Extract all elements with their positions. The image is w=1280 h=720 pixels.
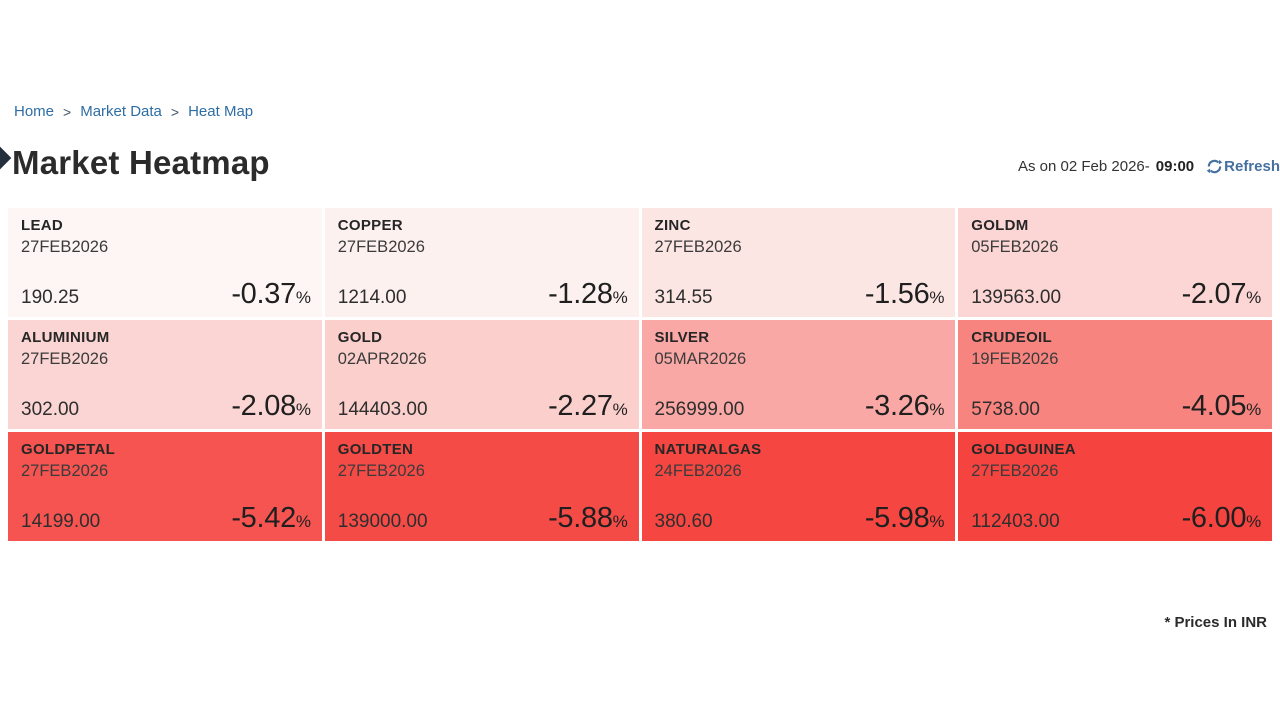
percent-sign: % (1246, 288, 1261, 307)
tile-symbol: ALUMINIUM (21, 329, 110, 346)
percent-sign: % (929, 400, 945, 419)
tile-change: -4.05% (1181, 390, 1262, 422)
tile-price: 190.25 (21, 287, 80, 308)
tile-expiry: 02APR2026 (337, 350, 427, 368)
percent-sign: % (929, 288, 945, 307)
breadcrumb-separator: > (170, 103, 180, 120)
as-on-status: As on 02 Feb 2026- 09:00 Refresh (1018, 158, 1280, 175)
tile-price: 302.00 (21, 399, 80, 420)
tile-zinc[interactable]: ZINC 27FEB2026 314.55 -1.56% (641, 208, 956, 317)
tile-naturalgas[interactable]: NATURALGAS 24FEB2026 380.60 -5.98% (641, 432, 956, 541)
percent-sign: % (1246, 512, 1261, 531)
tile-change: -5.88% (548, 502, 628, 534)
tile-aluminium[interactable]: ALUMINIUM 27FEB2026 302.00 -2.08% (8, 320, 322, 429)
tile-change: -2.08% (231, 390, 311, 422)
tile-symbol: GOLDGUINEA (971, 441, 1076, 458)
tile-symbol: NATURALGAS (654, 441, 762, 458)
breadcrumb-separator: > (63, 103, 72, 120)
percent-sign: % (929, 512, 945, 531)
tile-change: -2.27% (548, 390, 628, 422)
tile-price: 112403.00 (971, 511, 1060, 532)
tile-symbol: GOLDM (971, 217, 1029, 234)
tile-expiry: 27FEB2026 (654, 238, 742, 256)
percent-sign: % (295, 400, 311, 419)
tile-symbol: GOLDPETAL (21, 441, 116, 458)
tile-expiry: 27FEB2026 (21, 462, 109, 480)
breadcrumb-home[interactable]: Home (14, 103, 55, 120)
tile-symbol: ZINC (654, 217, 691, 234)
tile-copper[interactable]: COPPER 27FEB2026 1214.00 -1.28% (324, 208, 639, 317)
tile-expiry: 05MAR2026 (654, 350, 747, 368)
tile-crudeoil[interactable]: CRUDEOIL 19FEB2026 5738.00 -4.05% (958, 320, 1272, 429)
tile-expiry: 27FEB2026 (337, 238, 425, 256)
tile-change: -3.26% (864, 390, 945, 422)
tile-price: 256999.00 (654, 399, 745, 420)
clipped-edge-icon (0, 146, 12, 170)
tile-expiry: 05FEB2026 (971, 238, 1059, 256)
as-on-text: As on 02 Feb 2026- (1018, 158, 1150, 175)
tile-goldpetal[interactable]: GOLDPETAL 27FEB2026 14199.00 -5.42% (8, 432, 322, 541)
tile-price: 14199.00 (21, 511, 101, 532)
tile-symbol: GOLD (337, 329, 383, 346)
page-title: Market Heatmap (12, 144, 270, 181)
tile-expiry: 19FEB2026 (971, 350, 1059, 368)
tile-silver[interactable]: SILVER 05MAR2026 256999.00 -3.26% (641, 320, 956, 429)
tile-expiry: 27FEB2026 (337, 462, 425, 480)
refresh-label[interactable]: Refresh (1224, 158, 1280, 175)
prices-in-inr-note: * Prices In INR (1164, 614, 1267, 631)
tile-change: -5.98% (864, 502, 945, 534)
tile-price: 1214.00 (337, 287, 407, 308)
tile-change: -1.56% (864, 278, 945, 310)
percent-sign: % (612, 288, 628, 307)
refresh-icon (1206, 159, 1223, 174)
tile-gold[interactable]: GOLD 02APR2026 144403.00 -2.27% (324, 320, 639, 429)
heatmap-grid: LEAD 27FEB2026 190.25 -0.37% COPPER 27FE… (8, 208, 1272, 541)
tile-price: 144403.00 (337, 399, 428, 420)
tile-symbol: LEAD (21, 217, 64, 234)
percent-sign: % (612, 512, 628, 531)
percent-sign: % (612, 400, 628, 419)
tile-change: -1.28% (548, 278, 628, 310)
tile-lead[interactable]: LEAD 27FEB2026 190.25 -0.37% (8, 208, 322, 317)
tile-expiry: 24FEB2026 (654, 462, 742, 480)
tile-goldten[interactable]: GOLDTEN 27FEB2026 139000.00 -5.88% (324, 432, 639, 541)
percent-sign: % (295, 512, 311, 531)
breadcrumb: Home > Market Data > Heat Map (14, 103, 253, 120)
tile-price: 5738.00 (971, 399, 1040, 420)
refresh-button[interactable]: Refresh (1206, 158, 1280, 175)
tile-change: -6.00% (1181, 502, 1262, 534)
tile-symbol: SILVER (654, 329, 710, 346)
tile-expiry: 27FEB2026 (21, 238, 109, 256)
tile-change: -0.37% (231, 278, 311, 310)
tile-price: 380.60 (654, 511, 713, 532)
tile-price: 139563.00 (971, 287, 1062, 308)
tile-goldguinea[interactable]: GOLDGUINEA 27FEB2026 112403.00 -6.00% (958, 432, 1272, 541)
tile-expiry: 27FEB2026 (971, 462, 1059, 480)
percent-sign: % (1246, 400, 1261, 419)
tile-goldm[interactable]: GOLDM 05FEB2026 139563.00 -2.07% (958, 208, 1272, 317)
as-on-time: 09:00 (1155, 158, 1195, 175)
breadcrumb-market-data[interactable]: Market Data (80, 103, 162, 120)
tile-symbol: CRUDEOIL (971, 329, 1052, 346)
tile-change: -2.07% (1181, 278, 1262, 310)
percent-sign: % (295, 288, 311, 307)
breadcrumb-heat-map[interactable]: Heat Map (188, 103, 254, 120)
tile-change: -5.42% (231, 502, 311, 534)
tile-expiry: 27FEB2026 (21, 350, 109, 368)
tile-price: 314.55 (654, 287, 713, 308)
tile-symbol: COPPER (337, 217, 403, 234)
tile-price: 139000.00 (337, 511, 428, 532)
tile-symbol: GOLDTEN (337, 441, 414, 458)
